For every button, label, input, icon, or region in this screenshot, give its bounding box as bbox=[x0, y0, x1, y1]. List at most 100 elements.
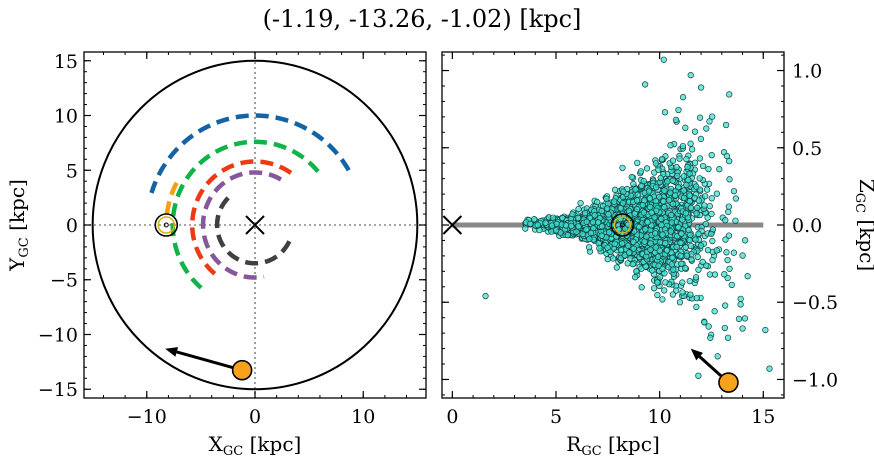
scatter-point bbox=[619, 200, 627, 207]
scatter-point bbox=[629, 261, 636, 268]
scatter-point bbox=[542, 219, 549, 226]
scatter-point bbox=[687, 140, 694, 147]
scatter-point bbox=[583, 218, 590, 225]
scatter-point bbox=[652, 184, 660, 191]
scatter-point bbox=[676, 155, 683, 162]
scatter-point bbox=[647, 240, 654, 247]
scatter-point bbox=[675, 183, 682, 191]
left-plot-area bbox=[84, 52, 426, 398]
scatter-point bbox=[693, 183, 700, 190]
scatter-point bbox=[687, 204, 695, 211]
scatter-point bbox=[673, 243, 680, 251]
scatter-point bbox=[725, 203, 732, 210]
sun-marker-ring bbox=[157, 216, 176, 234]
scatter-point bbox=[656, 239, 664, 246]
scatter-point bbox=[640, 209, 648, 216]
spiral-arm-1 bbox=[170, 139, 320, 294]
scatter-point bbox=[679, 279, 686, 286]
scatter-point bbox=[654, 291, 661, 299]
scatter-point bbox=[645, 188, 653, 195]
scatter-point bbox=[650, 285, 658, 292]
scatter-point bbox=[730, 187, 738, 195]
scatter-point bbox=[631, 274, 639, 281]
scatter-point bbox=[611, 186, 619, 193]
scatter-point bbox=[605, 211, 612, 218]
scatter-point bbox=[564, 232, 572, 239]
scatter-point bbox=[548, 222, 556, 229]
scatter-point bbox=[679, 94, 687, 101]
scatter-point bbox=[644, 219, 651, 226]
y-tick-label: 1.0 bbox=[792, 61, 822, 83]
y-tick-label: 0.0 bbox=[792, 215, 822, 237]
x-tick-label: 15 bbox=[751, 406, 775, 428]
scatter-point bbox=[652, 197, 659, 205]
scatter-point bbox=[695, 230, 702, 237]
scatter-point bbox=[661, 109, 669, 116]
x-tick-label: 0 bbox=[249, 406, 261, 428]
scatter-point bbox=[656, 247, 663, 254]
scatter-point bbox=[724, 257, 731, 264]
scatter-point bbox=[630, 245, 637, 252]
scatter-point bbox=[675, 106, 682, 114]
scatter-point bbox=[603, 195, 610, 202]
scatter-point bbox=[630, 180, 637, 188]
scatter-point bbox=[652, 160, 659, 167]
scatter-point bbox=[672, 116, 680, 124]
scatter-point bbox=[695, 372, 702, 379]
scatter-point bbox=[673, 163, 680, 171]
scatter-point bbox=[708, 210, 715, 218]
scatter-point bbox=[581, 209, 589, 217]
scatter-point bbox=[573, 228, 580, 235]
scatter-point bbox=[684, 163, 691, 171]
scatter-point bbox=[642, 263, 649, 270]
scatter-point bbox=[762, 326, 769, 334]
scatter-point bbox=[598, 207, 605, 215]
scatter-point bbox=[709, 113, 716, 120]
scatter-point bbox=[709, 237, 716, 245]
scatter-point bbox=[661, 287, 668, 294]
scatter-point bbox=[722, 217, 729, 224]
scatter-point bbox=[722, 302, 729, 309]
y-tick-label: −10 bbox=[38, 324, 78, 346]
scatter-point bbox=[674, 172, 681, 180]
y-tick-label: 5 bbox=[66, 160, 78, 182]
scatter-point bbox=[685, 176, 692, 184]
scatter-point bbox=[656, 274, 664, 281]
scatter-point bbox=[721, 271, 728, 278]
scatter-point bbox=[549, 214, 557, 221]
scatter-point bbox=[702, 220, 709, 228]
scatter-point bbox=[703, 186, 711, 193]
scatter-point bbox=[708, 195, 715, 202]
scatter-point bbox=[669, 200, 677, 208]
scatter-point bbox=[534, 221, 541, 229]
right-panel: 0 5 10 15 −1.0 −0.5 0.0 0.5 1.0 RGC [kpc] ZGC [k… bbox=[441, 51, 874, 459]
scatter-point bbox=[701, 202, 708, 209]
scatter-point bbox=[721, 324, 728, 332]
scatter-point bbox=[667, 189, 674, 196]
scatter-point bbox=[682, 210, 690, 217]
scatter-point bbox=[699, 162, 707, 170]
scatter-point bbox=[686, 278, 693, 285]
scatter-point bbox=[707, 334, 714, 341]
scatter-point bbox=[577, 199, 584, 207]
motion-arrow-head bbox=[690, 348, 703, 361]
scatter-point bbox=[574, 214, 582, 222]
scatter-point bbox=[697, 242, 705, 249]
scatter-point bbox=[664, 178, 671, 185]
sun-marker-dot bbox=[619, 222, 625, 228]
scatter-point bbox=[676, 299, 684, 306]
scatter-point bbox=[587, 229, 595, 237]
y-tick-label: 0 bbox=[66, 215, 78, 237]
scatter-point bbox=[686, 236, 693, 244]
object-marker bbox=[718, 372, 739, 393]
scatter-point bbox=[611, 240, 618, 248]
scatter-point bbox=[723, 249, 730, 256]
scatter-point bbox=[482, 292, 489, 300]
scatter-point bbox=[634, 191, 641, 198]
scatter-point bbox=[737, 295, 744, 303]
scatter-point bbox=[669, 177, 676, 184]
scatter-point bbox=[766, 365, 773, 372]
scatter-point bbox=[744, 273, 751, 280]
scatter-point bbox=[670, 266, 677, 273]
